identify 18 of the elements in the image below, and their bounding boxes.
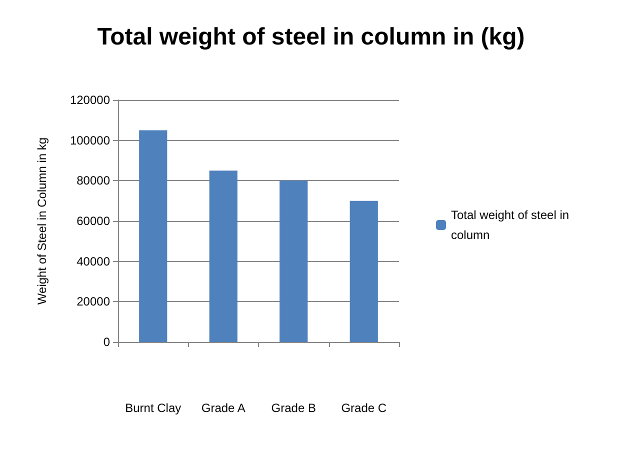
y-tick-label: 0 <box>103 335 110 349</box>
x-tick-label: Grade B <box>271 401 316 415</box>
chart-title: Total weight of steel in column in (kg) <box>97 24 525 50</box>
bar <box>139 130 168 342</box>
y-tick-label: 120000 <box>70 93 110 107</box>
y-tick-label: 100000 <box>70 133 110 148</box>
y-tick-label: 60000 <box>76 214 110 228</box>
x-tick-label: Burnt Clay <box>125 401 182 415</box>
bar <box>209 170 238 342</box>
bar <box>350 200 378 342</box>
bar <box>280 180 308 342</box>
y-tick-label: 40000 <box>76 254 110 268</box>
x-tick-label: Grade A <box>201 401 246 415</box>
x-tick-label: Grade C <box>341 401 387 415</box>
y-tick-label: 20000 <box>76 294 110 309</box>
legend-label: Total weight of steel in column <box>451 208 572 242</box>
y-axis-title: Weight of Steel in Column in kg <box>35 137 49 305</box>
y-tick-label: 80000 <box>76 174 110 188</box>
